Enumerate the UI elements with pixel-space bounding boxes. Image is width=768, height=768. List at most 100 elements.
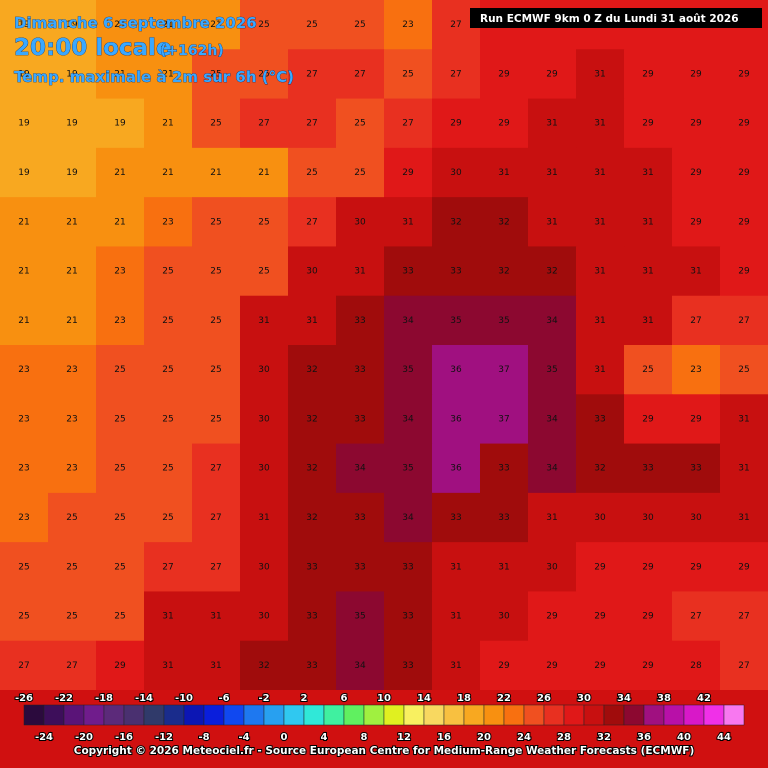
temp-cell bbox=[96, 0, 145, 50]
temp-cell bbox=[144, 591, 193, 642]
temp-cell bbox=[528, 49, 577, 100]
temp-cell bbox=[480, 246, 529, 297]
temp-value: 25 bbox=[402, 69, 413, 79]
temp-value: 31 bbox=[450, 562, 461, 572]
temp-cell bbox=[672, 345, 721, 395]
run-box bbox=[470, 8, 762, 28]
legend-label: 4 bbox=[321, 732, 328, 743]
temp-value: 34 bbox=[546, 414, 558, 424]
temp-cell bbox=[624, 394, 673, 445]
temp-cell bbox=[96, 295, 145, 346]
temp-cell bbox=[192, 591, 241, 642]
temp-cell bbox=[192, 246, 241, 297]
temp-value: 32 bbox=[546, 267, 557, 277]
temp-value: 27 bbox=[66, 661, 77, 671]
temp-cell bbox=[432, 147, 481, 198]
temp-value: 21 bbox=[162, 119, 173, 129]
temp-cell bbox=[528, 542, 577, 592]
temp-value: 30 bbox=[258, 612, 270, 622]
temp-cell bbox=[528, 295, 577, 346]
temp-value: 27 bbox=[210, 562, 221, 572]
temp-cell bbox=[528, 98, 577, 149]
temp-cell bbox=[384, 147, 433, 198]
temp-cell bbox=[0, 591, 49, 642]
temp-value: 27 bbox=[258, 119, 269, 129]
temp-cell bbox=[384, 443, 433, 494]
temp-cell bbox=[48, 542, 97, 592]
temp-value: 29 bbox=[498, 69, 510, 79]
temp-cell bbox=[432, 295, 481, 346]
temp-cell bbox=[0, 394, 49, 445]
temp-cell bbox=[96, 492, 145, 543]
temp-cell bbox=[144, 443, 193, 494]
temp-cell bbox=[624, 443, 673, 494]
temp-cell bbox=[432, 591, 481, 642]
legend-label: -18 bbox=[95, 693, 113, 704]
temp-value: 27 bbox=[690, 316, 701, 326]
temp-cell bbox=[288, 0, 337, 50]
temp-cell bbox=[144, 0, 193, 50]
temp-cell bbox=[240, 443, 289, 494]
temp-value: 35 bbox=[354, 612, 365, 622]
temp-cell bbox=[576, 98, 625, 149]
temp-value: 33 bbox=[306, 612, 317, 622]
temp-value: 34 bbox=[354, 464, 366, 474]
temp-cell bbox=[192, 492, 241, 543]
legend-label: 32 bbox=[597, 732, 611, 743]
temp-cell bbox=[48, 394, 97, 445]
temp-cell bbox=[192, 394, 241, 445]
temp-value: 27 bbox=[402, 119, 413, 129]
temp-value: 32 bbox=[450, 217, 461, 227]
legend: -26 -22 -18 -14 -10 -6 -2 2 6 10 14 18 22 26 30 34 38 42-… bbox=[14, 692, 745, 744]
temp-cell bbox=[240, 98, 289, 149]
temp-cell bbox=[336, 49, 385, 100]
temp-cell bbox=[288, 591, 337, 642]
legend-swatch bbox=[623, 704, 645, 726]
temp-value: 31 bbox=[594, 119, 605, 129]
temp-cell bbox=[480, 147, 529, 198]
temp-cell bbox=[432, 443, 481, 494]
temp-value: 29 bbox=[738, 69, 750, 79]
temp-cell bbox=[288, 49, 337, 100]
temp-value: 25 bbox=[210, 365, 221, 375]
temp-cell bbox=[576, 147, 625, 198]
temp-cell bbox=[432, 345, 481, 395]
temp-value: 27 bbox=[450, 69, 461, 79]
temp-value: 31 bbox=[354, 267, 365, 277]
temp-cell bbox=[192, 542, 241, 592]
temp-value: 23 bbox=[66, 365, 77, 375]
legend-swatch bbox=[463, 704, 485, 726]
temp-value: 33 bbox=[402, 267, 413, 277]
temp-value: 25 bbox=[210, 316, 221, 326]
temp-cell bbox=[336, 394, 385, 445]
temp-cell bbox=[48, 98, 97, 149]
temp-value: 25 bbox=[306, 168, 317, 178]
temp-cell bbox=[432, 492, 481, 543]
temp-cell bbox=[624, 492, 673, 543]
temp-cell bbox=[192, 147, 241, 198]
parameter: Temp. maximale à 2m sur 6h (°C) bbox=[14, 68, 294, 86]
temp-value: 31 bbox=[546, 217, 557, 227]
temp-cell bbox=[432, 246, 481, 297]
temp-value: 27 bbox=[18, 661, 29, 671]
temp-value: 21 bbox=[258, 168, 269, 178]
temp-value: 33 bbox=[354, 365, 365, 375]
temp-value: 19 bbox=[114, 119, 126, 129]
temp-value: 31 bbox=[642, 316, 653, 326]
temp-value: 27 bbox=[210, 464, 221, 474]
legend-swatch bbox=[23, 704, 45, 726]
temp-cell bbox=[96, 197, 145, 247]
legend-label: 2 bbox=[301, 693, 308, 704]
legend-swatch bbox=[503, 704, 525, 726]
legend-swatch bbox=[523, 704, 545, 726]
temp-cell bbox=[720, 492, 768, 543]
temp-cell bbox=[144, 98, 193, 149]
temp-cell bbox=[240, 492, 289, 543]
legend-label: 24 bbox=[517, 732, 531, 743]
temp-value: 29 bbox=[546, 612, 558, 622]
temp-cell bbox=[384, 640, 433, 691]
temp-value: 33 bbox=[402, 661, 413, 671]
temp-cell bbox=[624, 49, 673, 100]
legend-swatch bbox=[403, 704, 425, 726]
legend-label: -14 bbox=[135, 693, 153, 704]
